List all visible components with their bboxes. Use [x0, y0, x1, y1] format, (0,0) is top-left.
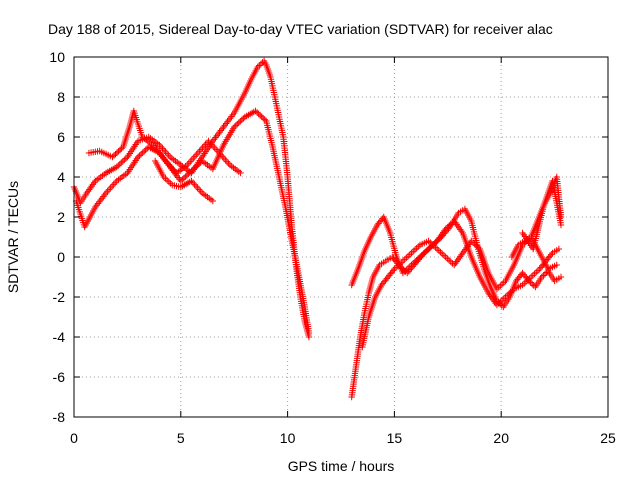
y-tick-label: -4	[53, 329, 66, 345]
data-point	[305, 329, 313, 337]
data-point	[259, 114, 267, 122]
data-point	[183, 172, 191, 179]
data-point	[555, 245, 563, 253]
y-tick-label: 0	[57, 249, 65, 265]
data-point	[122, 155, 130, 162]
data-point	[112, 150, 119, 158]
x-tick-label: 5	[177, 430, 185, 446]
data-point	[118, 159, 125, 166]
series-trace-5	[348, 205, 565, 401]
data-point	[186, 169, 194, 176]
data-point	[541, 270, 549, 278]
y-tick-label: -6	[53, 369, 66, 385]
data-point	[538, 273, 545, 281]
series-trace-4	[151, 157, 217, 205]
ticks-layer: 0 5 10 15 20 25 -8 -6 -4 -2 0 2 4 6 8 10	[49, 49, 616, 446]
data-point	[115, 162, 122, 169]
data-point	[119, 158, 127, 165]
y-tick-label: 2	[57, 209, 65, 225]
chart-title: Day 188 of 2015, Sidereal Day-to-day VTE…	[48, 21, 553, 37]
data-point	[209, 197, 217, 205]
data-point	[231, 123, 238, 131]
data-point	[121, 156, 128, 164]
data-point	[232, 122, 239, 129]
data-point	[234, 120, 241, 128]
data-point	[547, 251, 555, 258]
data-point	[137, 150, 145, 158]
data-point	[110, 152, 118, 159]
data-point	[557, 273, 565, 281]
data-point	[140, 148, 148, 155]
data-point	[179, 176, 186, 183]
points-layer	[70, 57, 565, 401]
data-point	[528, 280, 536, 288]
series-trace-9	[519, 177, 565, 253]
data-point	[238, 116, 246, 124]
plot-frame	[73, 56, 609, 418]
y-axis-label: SDTVAR / TECUs	[5, 181, 21, 293]
x-axis-label: GPS time / hours	[288, 458, 395, 474]
data-point	[237, 169, 244, 177]
data-point	[240, 115, 247, 122]
data-point	[115, 148, 122, 155]
data-point	[256, 62, 263, 69]
data-point	[113, 149, 121, 156]
y-tick-label: 6	[57, 129, 65, 145]
y-tick-label: 10	[49, 49, 65, 65]
y-tick-label: -2	[53, 289, 66, 305]
data-point	[191, 164, 198, 172]
data-point	[118, 145, 125, 152]
data-point	[194, 162, 201, 169]
x-tick-label: 20	[493, 430, 509, 446]
data-point	[258, 113, 265, 120]
data-point	[195, 160, 203, 168]
data-point	[180, 174, 188, 182]
data-point	[253, 109, 261, 116]
x-tick-label: 15	[387, 430, 403, 446]
data-point	[116, 146, 124, 154]
x-tick-label: 25	[600, 430, 616, 446]
data-point	[189, 166, 197, 173]
x-tick-label: 0	[70, 430, 78, 446]
data-point	[192, 163, 200, 170]
data-point	[177, 177, 184, 185]
y-tick-label: -8	[53, 409, 66, 425]
data-point	[182, 173, 189, 180]
data-point	[256, 112, 264, 119]
y-tick-label: 4	[57, 169, 65, 185]
data-point	[540, 272, 547, 279]
data-point	[134, 153, 142, 161]
data-point	[116, 160, 123, 168]
data-point	[252, 107, 259, 115]
data-point	[142, 146, 149, 154]
data-point	[255, 110, 262, 118]
data-point	[257, 60, 265, 68]
series-trace-7	[359, 233, 560, 351]
data-point	[557, 221, 565, 229]
data-point	[389, 267, 397, 274]
series-trace-2	[72, 107, 313, 337]
y-tick-label: 8	[57, 89, 65, 105]
data-point	[235, 119, 242, 126]
data-point	[136, 152, 143, 159]
data-point	[139, 149, 146, 156]
data-point	[188, 167, 195, 175]
data-point	[553, 261, 560, 269]
data-point	[261, 116, 268, 123]
data-point	[237, 118, 244, 125]
data-point	[254, 63, 261, 71]
data-point	[185, 170, 192, 178]
series-trace-3	[85, 107, 244, 177]
data-point	[109, 153, 116, 161]
data-point	[113, 163, 120, 171]
x-tick-label: 10	[280, 430, 296, 446]
